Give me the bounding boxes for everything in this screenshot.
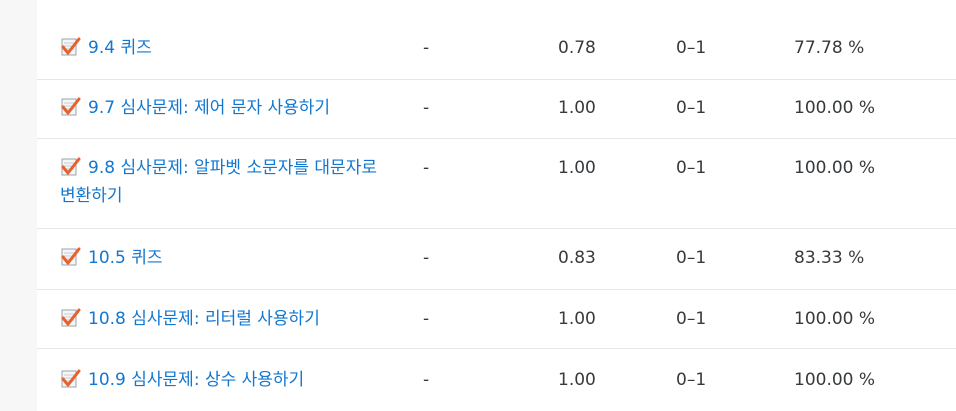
assignment-checkmark-icon (60, 307, 81, 328)
assignment-checkmark-icon (60, 368, 81, 389)
grades-table: 9.4 퀴즈 - 0.78 0–1 77.78 % 9.7 심사문제: 제어 문… (37, 0, 956, 411)
range-minmax-cell: 0–1 (676, 158, 707, 178)
percentage-cell: 83.33 % (794, 248, 865, 268)
range-minmax-cell: 0–1 (676, 98, 707, 118)
table-row: 9.8 심사문제: 알파벳 소문자를 대문자로 변환하기 - 1.00 0–1 … (37, 138, 956, 229)
table-row: 10.8 심사문제: 리터럴 사용하기 - 1.00 0–1 100.00 % (37, 289, 956, 349)
grade-cell: 1.00 (558, 98, 596, 118)
grade-item-link[interactable]: 10.8 심사문제: 리터럴 사용하기 (88, 309, 320, 329)
grade-item: 10.9 심사문제: 상수 사용하기 (60, 366, 390, 394)
grade-cell: 0.83 (558, 248, 596, 268)
grade-item: 9.8 심사문제: 알파벳 소문자를 대문자로 변환하기 (60, 154, 390, 210)
table-row: 10.9 심사문제: 상수 사용하기 - 1.00 0–1 100.00 % (37, 348, 956, 411)
grade-item: 9.4 퀴즈 (60, 34, 390, 62)
range-cell: - (423, 38, 430, 58)
assignment-checkmark-icon (60, 96, 81, 117)
range-cell: - (423, 98, 430, 118)
grade-item: 9.7 심사문제: 제어 문자 사용하기 (60, 94, 390, 122)
range-minmax-cell: 0–1 (676, 309, 707, 329)
grade-item-link[interactable]: 9.4 퀴즈 (88, 38, 152, 58)
percentage-cell: 77.78 % (794, 38, 865, 58)
grade-item: 10.8 심사문제: 리터럴 사용하기 (60, 305, 390, 333)
grade-cell: 0.78 (558, 38, 596, 58)
percentage-cell: 100.00 % (794, 98, 876, 118)
range-cell: - (423, 309, 430, 329)
grade-item: 10.5 퀴즈 (60, 244, 390, 272)
grade-item-link[interactable]: 10.5 퀴즈 (88, 248, 163, 268)
assignment-checkmark-icon (60, 36, 81, 57)
grade-item-link[interactable]: 9.8 심사문제: 알파벳 소문자를 대문자로 변환하기 (60, 158, 377, 206)
percentage-cell: 100.00 % (794, 370, 876, 390)
range-cell: - (423, 158, 430, 178)
range-minmax-cell: 0–1 (676, 38, 707, 58)
percentage-cell: 100.00 % (794, 309, 876, 329)
grade-cell: 1.00 (558, 370, 596, 390)
assignment-checkmark-icon (60, 246, 81, 267)
percentage-cell: 100.00 % (794, 158, 876, 178)
left-margin-strip (0, 0, 37, 411)
grade-item-link[interactable]: 9.7 심사문제: 제어 문자 사용하기 (88, 98, 331, 118)
grade-cell: 1.00 (558, 309, 596, 329)
range-cell: - (423, 370, 430, 390)
table-row: 9.7 심사문제: 제어 문자 사용하기 - 1.00 0–1 100.00 % (37, 79, 956, 139)
grade-cell: 1.00 (558, 158, 596, 178)
table-row: 9.4 퀴즈 - 0.78 0–1 77.78 % (37, 0, 956, 80)
table-row: 10.5 퀴즈 - 0.83 0–1 83.33 % (37, 228, 956, 290)
range-minmax-cell: 0–1 (676, 370, 707, 390)
range-minmax-cell: 0–1 (676, 248, 707, 268)
grade-item-link[interactable]: 10.9 심사문제: 상수 사용하기 (88, 370, 305, 390)
assignment-checkmark-icon (60, 156, 81, 177)
range-cell: - (423, 248, 430, 268)
